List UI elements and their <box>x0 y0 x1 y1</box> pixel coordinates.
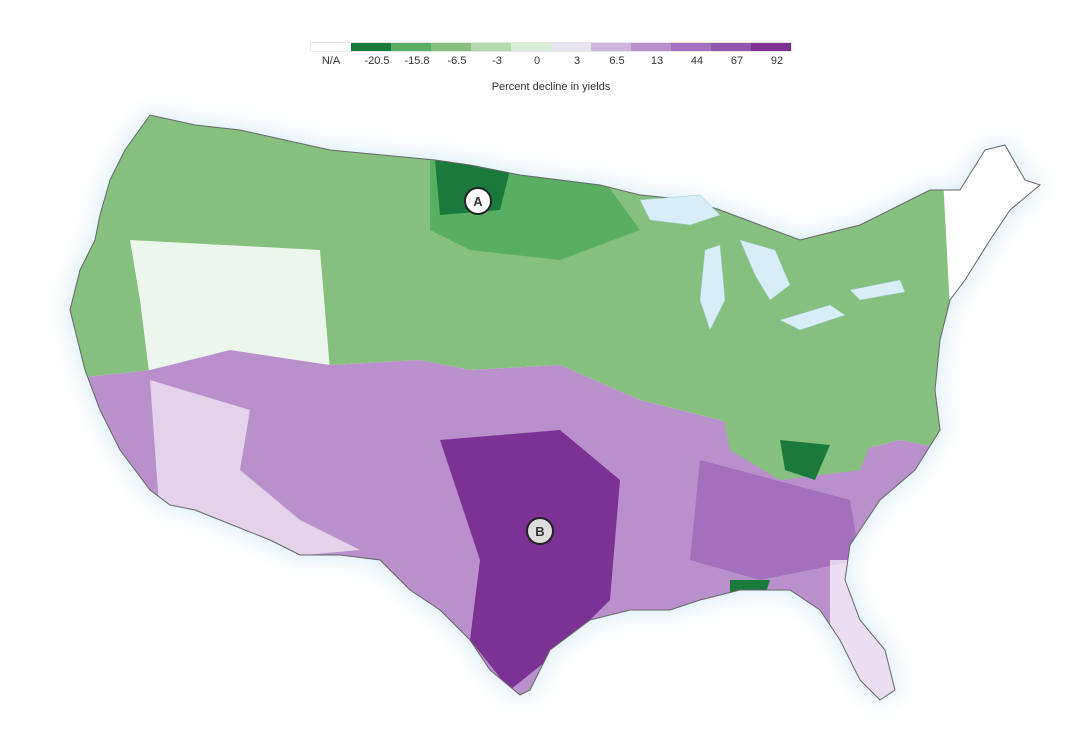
legend-swatch <box>511 43 551 51</box>
legend-swatch <box>671 43 711 51</box>
legend-label: 3 <box>574 55 580 67</box>
legend-swatch <box>391 43 431 51</box>
legend-swatch <box>351 43 391 51</box>
legend-label: 6.5 <box>609 55 624 67</box>
legend-swatch <box>751 43 791 51</box>
legend-label: -6.5 <box>448 55 467 67</box>
legend-swatch <box>311 43 351 51</box>
legend: Percent decline in yields N/A -20.5 -15.8 -… <box>310 42 792 93</box>
legend-label: 67 <box>731 55 743 67</box>
legend-swatch <box>471 43 511 51</box>
legend-label: 0 <box>534 55 540 67</box>
marker-b: B <box>526 517 554 545</box>
legend-label: -15.8 <box>404 55 429 67</box>
marker-a: A <box>464 187 492 215</box>
great-lakes <box>639 194 906 331</box>
legend-swatch <box>431 43 471 51</box>
marker-label: A <box>473 194 483 209</box>
legend-title: Percent decline in yields <box>492 81 611 93</box>
legend-swatch <box>631 43 671 51</box>
legend-swatch <box>711 43 751 51</box>
legend-label: 13 <box>651 55 663 67</box>
legend-swatch <box>591 43 631 51</box>
legend-label: 44 <box>691 55 703 67</box>
legend-label: -20.5 <box>364 55 389 67</box>
legend-label: -3 <box>492 55 502 67</box>
marker-label: B <box>535 524 544 539</box>
legend-swatch <box>551 43 591 51</box>
legend-label: N/A <box>322 55 341 67</box>
legend-label: 92 <box>771 55 783 67</box>
